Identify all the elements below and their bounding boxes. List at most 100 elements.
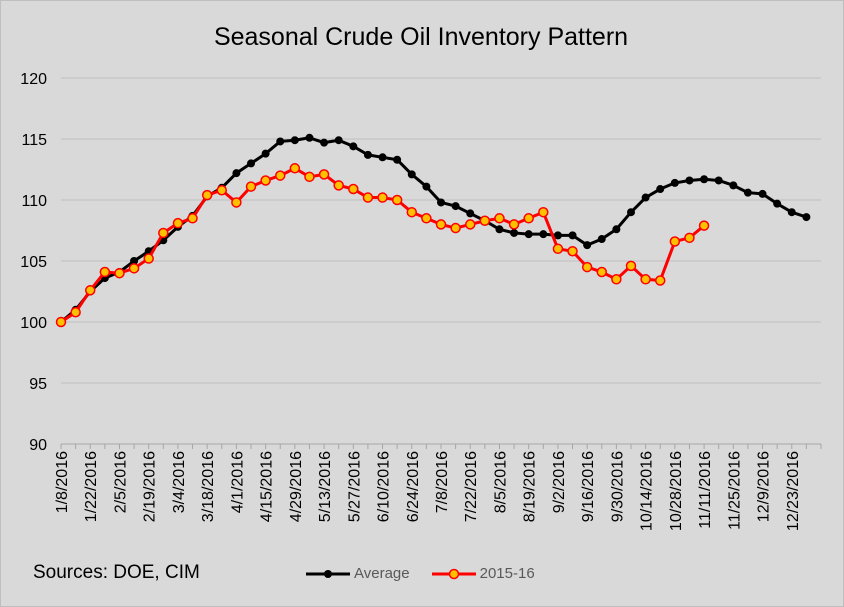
x-tick-label: 3/4/2016 bbox=[171, 451, 188, 513]
data-point bbox=[466, 209, 475, 218]
data-point bbox=[627, 208, 635, 217]
data-point bbox=[435, 219, 447, 230]
data-point bbox=[349, 142, 358, 151]
legend: Average 2015-16 bbox=[306, 565, 557, 582]
data-point bbox=[510, 228, 519, 237]
data-point bbox=[670, 178, 679, 187]
x-tick-label: 4/1/2016 bbox=[229, 451, 246, 513]
data-point bbox=[684, 232, 695, 244]
data-point bbox=[407, 170, 416, 179]
series-2015-16 bbox=[55, 163, 710, 328]
x-tick-label: 10/14/2016 bbox=[639, 451, 656, 531]
legend-item-average: Average bbox=[306, 565, 410, 582]
data-point bbox=[698, 220, 710, 231]
data-point bbox=[729, 181, 738, 190]
x-tick-label: 6/24/2016 bbox=[405, 451, 422, 522]
data-point bbox=[524, 230, 533, 239]
x-tick-label: 11/11/2016 bbox=[697, 451, 714, 529]
data-point bbox=[320, 138, 329, 147]
data-point bbox=[495, 225, 504, 234]
y-tick-label: 105 bbox=[20, 254, 47, 271]
data-point bbox=[55, 316, 67, 328]
data-point bbox=[245, 181, 257, 192]
data-point bbox=[261, 149, 270, 158]
y-tick-label: 90 bbox=[29, 437, 47, 454]
data-point bbox=[714, 176, 723, 185]
x-tick-label: 11/25/2016 bbox=[726, 451, 743, 530]
x-tick-label: 12/23/2016 bbox=[785, 451, 802, 531]
data-point bbox=[304, 171, 315, 183]
data-point bbox=[143, 253, 154, 264]
data-point bbox=[552, 243, 564, 255]
data-point bbox=[377, 192, 388, 203]
y-tick-label: 100 bbox=[20, 315, 47, 332]
data-point bbox=[348, 183, 359, 195]
data-point bbox=[334, 136, 343, 145]
data-point bbox=[128, 263, 140, 274]
x-tick-label: 8/5/2016 bbox=[492, 451, 509, 513]
data-point bbox=[567, 245, 578, 257]
data-point bbox=[290, 136, 299, 145]
x-tick-label: 7/8/2016 bbox=[434, 451, 451, 513]
chart-title: Seasonal Crude Oil Inventory Pattern bbox=[214, 23, 628, 51]
data-point bbox=[802, 213, 811, 222]
data-point bbox=[700, 175, 709, 184]
data-point bbox=[276, 137, 285, 146]
x-tick-label: 9/16/2016 bbox=[580, 451, 597, 522]
data-point bbox=[232, 169, 241, 178]
data-point bbox=[583, 241, 592, 250]
data-point bbox=[99, 266, 111, 278]
data-point bbox=[685, 176, 694, 185]
data-point bbox=[743, 188, 752, 197]
data-point bbox=[669, 236, 681, 247]
x-tick-label: 1/8/2016 bbox=[54, 451, 71, 513]
sources-note: Sources: DOE, CIM bbox=[33, 562, 200, 583]
data-point bbox=[451, 202, 460, 211]
data-point bbox=[641, 193, 650, 202]
data-point bbox=[172, 217, 184, 229]
data-point bbox=[393, 155, 402, 164]
data-point bbox=[70, 306, 81, 318]
y-tick-label: 115 bbox=[21, 132, 47, 149]
y-tick-label: 110 bbox=[21, 193, 47, 210]
data-point bbox=[114, 267, 125, 279]
data-point bbox=[201, 189, 213, 201]
data-point bbox=[773, 199, 782, 208]
x-tick-label: 9/2/2016 bbox=[551, 451, 568, 513]
data-point bbox=[450, 222, 461, 234]
data-point bbox=[596, 266, 608, 278]
data-point bbox=[523, 213, 534, 224]
x-tick-label: 2/19/2016 bbox=[142, 451, 159, 522]
legend-label-average: Average bbox=[354, 565, 410, 582]
legend-swatch-average bbox=[306, 569, 350, 578]
y-tick-label: 120 bbox=[20, 71, 47, 88]
data-point bbox=[656, 185, 665, 194]
data-point bbox=[479, 215, 491, 226]
data-point bbox=[640, 274, 651, 285]
data-point bbox=[568, 231, 577, 240]
data-point bbox=[84, 285, 96, 296]
data-point bbox=[539, 230, 548, 239]
x-tick-label: 6/10/2016 bbox=[376, 451, 393, 522]
x-tick-label: 12/9/2016 bbox=[756, 451, 773, 522]
data-point bbox=[508, 219, 520, 230]
data-point bbox=[391, 194, 403, 206]
data-point bbox=[625, 260, 637, 272]
legend-label-2015-16: 2015-16 bbox=[479, 565, 535, 582]
data-point bbox=[333, 180, 344, 191]
data-point bbox=[553, 231, 562, 240]
data-point bbox=[378, 153, 387, 162]
x-tick-label: 1/22/2016 bbox=[83, 451, 100, 522]
data-point bbox=[274, 170, 286, 181]
y-axis-ticks: 90 95 100 105 110 115 120 bbox=[20, 71, 47, 454]
data-point bbox=[421, 213, 432, 224]
x-tick-label: 2/5/2016 bbox=[112, 451, 129, 513]
data-point bbox=[581, 261, 593, 273]
legend-item-2015-16: 2015-16 bbox=[431, 565, 535, 582]
x-axis-ticks: 1/8/2016 1/22/2016 2/5/2016 2/19/2016 3/4/20… bbox=[54, 444, 822, 531]
data-point bbox=[247, 159, 255, 168]
data-point bbox=[318, 169, 330, 180]
data-point bbox=[611, 274, 622, 285]
